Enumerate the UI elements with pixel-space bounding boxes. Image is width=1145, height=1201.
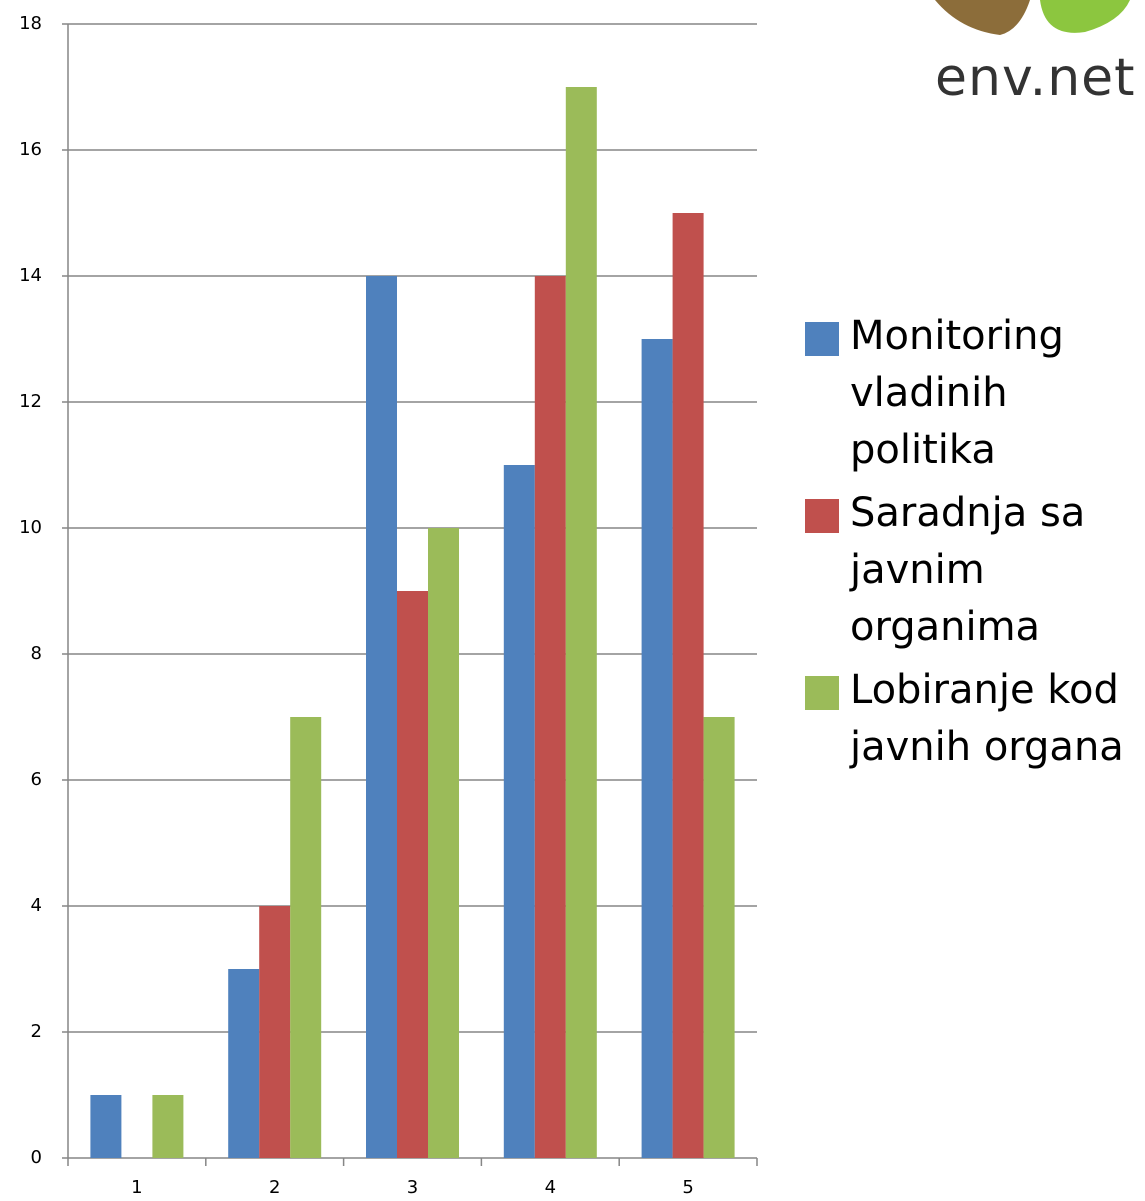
y-tick-label: 2 (31, 1021, 42, 1042)
bar (290, 717, 322, 1158)
bar (152, 1095, 184, 1158)
y-tick-label: 12 (19, 391, 42, 412)
x-tick-label: 3 (407, 1177, 418, 1198)
y-tick-label: 14 (19, 265, 42, 286)
bar (703, 717, 735, 1158)
y-tick-label: 0 (31, 1147, 42, 1168)
bar (90, 1095, 122, 1158)
legend-item: Lobiranje kod javnih organa (805, 662, 1140, 776)
bar (366, 276, 397, 1158)
legend: Monitoring vladinih politika Saradnja sa … (805, 308, 1140, 782)
y-tick-label: 16 (19, 139, 42, 160)
bar (534, 276, 566, 1158)
x-tick-label: 4 (545, 1177, 556, 1198)
legend-item: Monitoring vladinih politika (805, 308, 1140, 479)
logo (935, 0, 1130, 35)
bar (641, 339, 673, 1158)
bar (428, 528, 459, 1158)
legend-swatch (805, 322, 839, 356)
legend-label: Lobiranje kod javnih organa (850, 667, 1124, 770)
bar (565, 87, 597, 1158)
y-tick-label: 10 (19, 517, 42, 538)
x-tick-label: 1 (131, 1177, 142, 1198)
legend-swatch (805, 499, 839, 533)
y-tick-label: 4 (31, 895, 42, 916)
x-tick-label: 5 (682, 1177, 693, 1198)
legend-label: Monitoring vladinih politika (850, 313, 1064, 473)
logo-text: env.net (935, 48, 1136, 108)
bar (672, 213, 704, 1158)
legend-label: Saradnja sa javnim organima (850, 490, 1086, 650)
bar (503, 465, 535, 1158)
logo-leaf (935, 0, 1030, 35)
legend-swatch (805, 676, 839, 710)
bar (397, 591, 428, 1158)
bar (259, 906, 291, 1158)
bar (228, 969, 260, 1158)
legend-item: Saradnja sa javnim organima (805, 485, 1140, 656)
y-tick-label: 8 (31, 643, 42, 664)
logo-leaf (1040, 0, 1130, 33)
x-tick-label: 2 (269, 1177, 280, 1198)
y-tick-label: 6 (31, 769, 42, 790)
y-tick-label: 18 (19, 13, 42, 34)
